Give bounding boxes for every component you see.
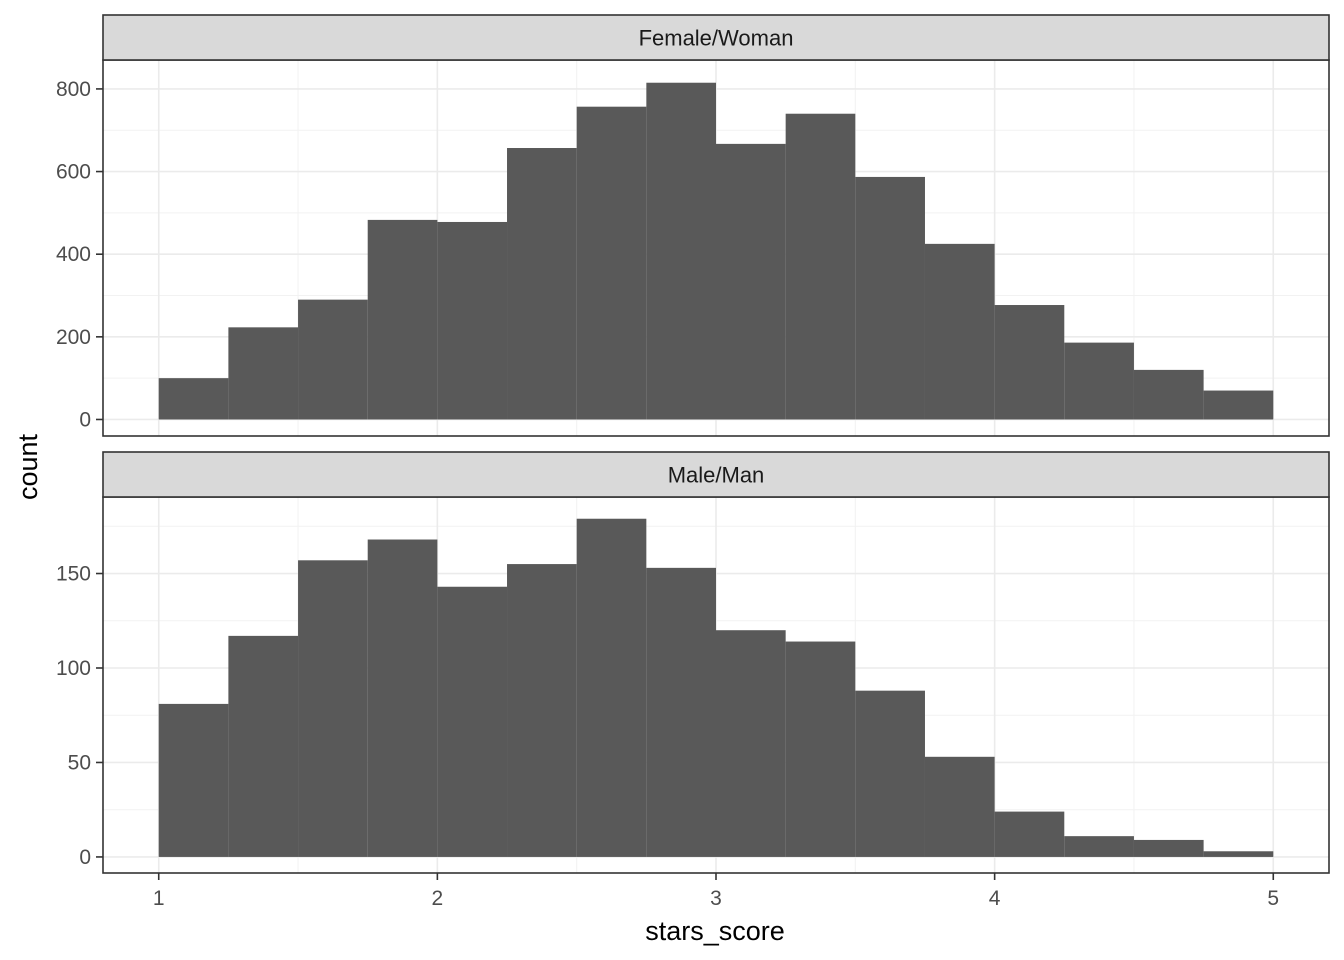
histogram-bar — [507, 564, 577, 857]
y-axis-title: count — [13, 433, 43, 500]
histogram-bar — [507, 148, 577, 420]
histogram-bar — [1203, 390, 1274, 420]
y-tick-label: 600 — [56, 161, 91, 184]
x-tick-label: 3 — [710, 887, 722, 910]
histogram-bar — [576, 106, 647, 420]
histogram-bar — [855, 176, 925, 420]
y-tick-label: 800 — [56, 78, 91, 101]
histogram-bar — [576, 518, 647, 857]
facet-strip-label: Female/Woman — [639, 26, 794, 51]
histogram-bar — [1133, 369, 1204, 420]
x-tick-label: 4 — [989, 887, 1001, 910]
y-axis-panel-1: 0 50 100 150 — [56, 563, 103, 869]
histogram-bar — [646, 567, 716, 857]
histogram-bar — [1064, 342, 1134, 420]
histogram-bar — [437, 586, 508, 857]
panel-1: Male/Man 0 50 100 150 — [56, 451, 1330, 874]
histogram-bar — [785, 641, 856, 857]
y-tick-label: 150 — [56, 563, 91, 586]
y-tick-label: 100 — [56, 657, 91, 680]
histogram-bar — [367, 219, 438, 420]
facet-strip — [102, 14, 1330, 61]
histogram-bar — [1064, 836, 1134, 857]
x-tick-label: 5 — [1267, 887, 1279, 910]
y-tick-label: 200 — [56, 326, 91, 349]
x-axis: 1 2 3 4 5 — [153, 873, 1279, 910]
histogram-bar — [646, 82, 716, 420]
histogram-bar — [994, 305, 1065, 420]
y-tick-label: 400 — [56, 243, 91, 266]
histogram-bar — [158, 703, 229, 857]
x-axis-title: stars_score — [645, 916, 785, 946]
histogram-bar — [855, 690, 925, 857]
histogram-bar — [785, 113, 856, 420]
x-tick-label: 1 — [153, 887, 165, 910]
histogram-bar — [716, 143, 786, 420]
facet-strip — [102, 451, 1330, 498]
histogram-bar — [158, 378, 229, 420]
histogram-bar — [437, 221, 508, 420]
y-tick-label: 50 — [68, 751, 91, 774]
histogram-bar — [924, 243, 995, 420]
histogram-bar — [367, 539, 438, 857]
histogram-bar — [298, 560, 368, 857]
y-tick-label: 0 — [79, 408, 91, 431]
bars — [158, 518, 1274, 857]
y-tick-label: 0 — [79, 846, 91, 869]
histogram-bar — [298, 299, 368, 420]
histogram-bar — [228, 327, 299, 420]
histogram-bar — [1133, 839, 1204, 857]
facet-strip-label: Male/Man — [668, 463, 765, 488]
histogram-bar — [716, 630, 786, 857]
y-axis-panel-0: 0 200 400 600 800 — [56, 78, 103, 431]
histogram-bar — [994, 811, 1065, 857]
histogram-bar — [924, 756, 995, 857]
histogram-bar — [228, 635, 299, 857]
histogram-bar — [1203, 851, 1274, 857]
bars — [158, 82, 1274, 420]
x-tick-label: 2 — [432, 887, 444, 910]
panel-0: Female/Woman 0 200 400 600 800 — [56, 14, 1330, 437]
